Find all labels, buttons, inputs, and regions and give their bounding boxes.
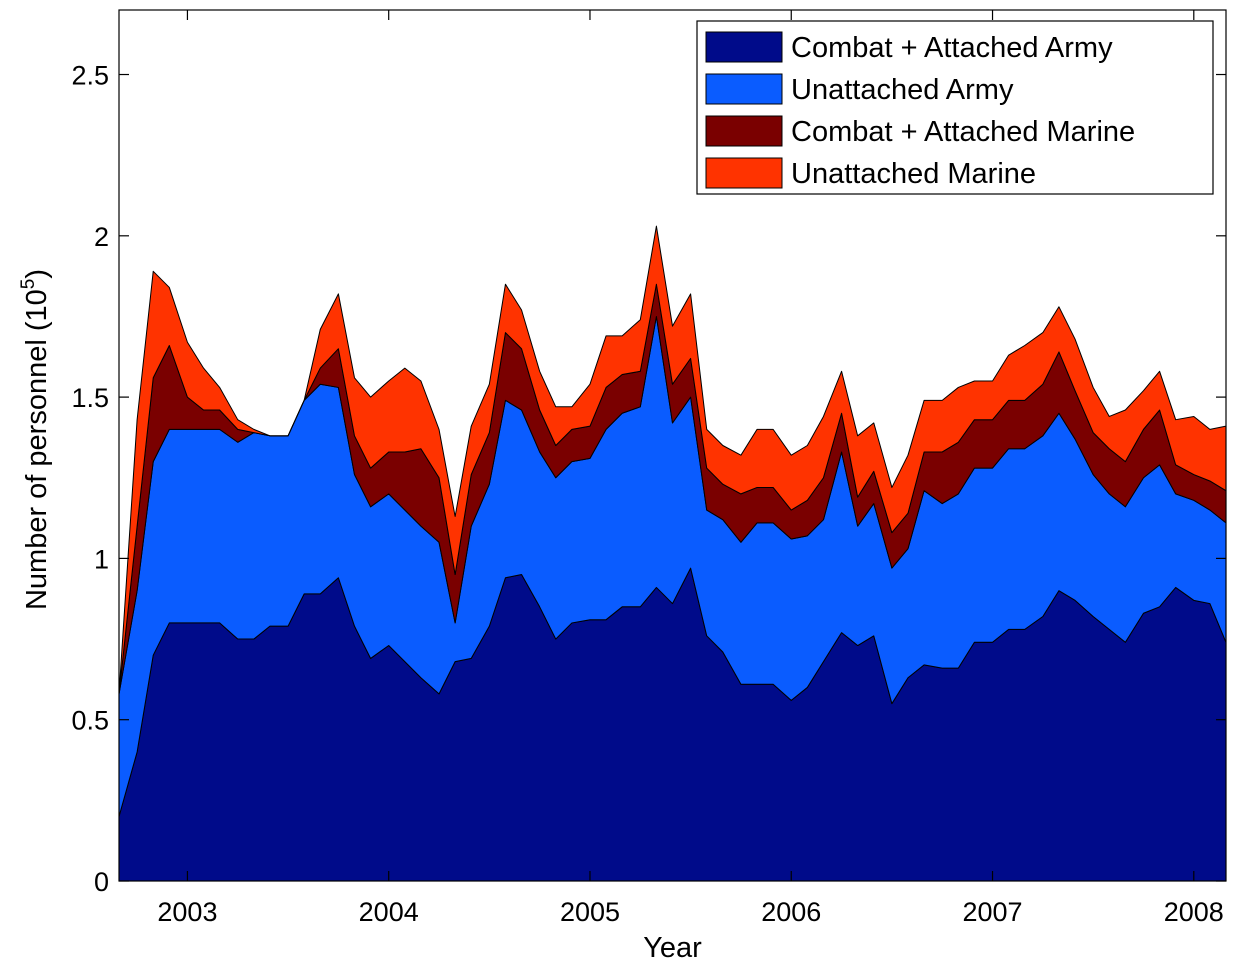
- y-tick-label: 2: [94, 222, 109, 252]
- x-tick-label: 2005: [560, 897, 620, 927]
- y-tick-label: 2.5: [71, 61, 109, 91]
- legend-label-unattached-marine: Unattached Marine: [791, 158, 1036, 190]
- legend: Combat + Attached Army Unattached Army C…: [696, 20, 1214, 195]
- plot-frame: [118, 9, 1227, 882]
- y-axis-label-close: ): [21, 269, 53, 279]
- y-axis-label-exponent: 5: [18, 279, 39, 290]
- legend-box: [696, 20, 1214, 195]
- axis-ticks: [119, 10, 1226, 882]
- legend-swatch-unattached-army: [705, 73, 783, 105]
- x-tick-label: 2003: [157, 897, 217, 927]
- legend-label-combat-attached-marine: Combat + Attached Marine: [791, 116, 1135, 148]
- axis-tick-labels: 0 0.5 1 1.5 2 2.5 2003 2004 2005 2006 2007 2008: [71, 61, 1223, 927]
- legend-swatch-combat-attached-army: [705, 31, 783, 63]
- x-axis-label: Year: [643, 932, 702, 964]
- y-tick-label: 0.5: [71, 706, 109, 736]
- y-tick-label: 0: [94, 867, 109, 897]
- y-axis-label: Number of personnel (105): [18, 269, 53, 610]
- legend-swatch-combat-attached-marine: [705, 115, 783, 147]
- x-tick-label: 2007: [962, 897, 1022, 927]
- legend-label-unattached-army: Unattached Army: [791, 74, 1014, 106]
- x-tick-label: 2004: [359, 897, 419, 927]
- y-axis-label-main: Number of personnel (10: [21, 289, 53, 610]
- area-layers: [118, 225, 1227, 882]
- legend-swatch-unattached-marine: [705, 157, 783, 189]
- y-tick-label: 1.5: [71, 383, 109, 413]
- y-tick-label: 1: [94, 544, 109, 574]
- legend-label-combat-attached-army: Combat + Attached Army: [791, 32, 1113, 64]
- x-tick-label: 2006: [761, 897, 821, 927]
- x-tick-label: 2008: [1164, 897, 1224, 927]
